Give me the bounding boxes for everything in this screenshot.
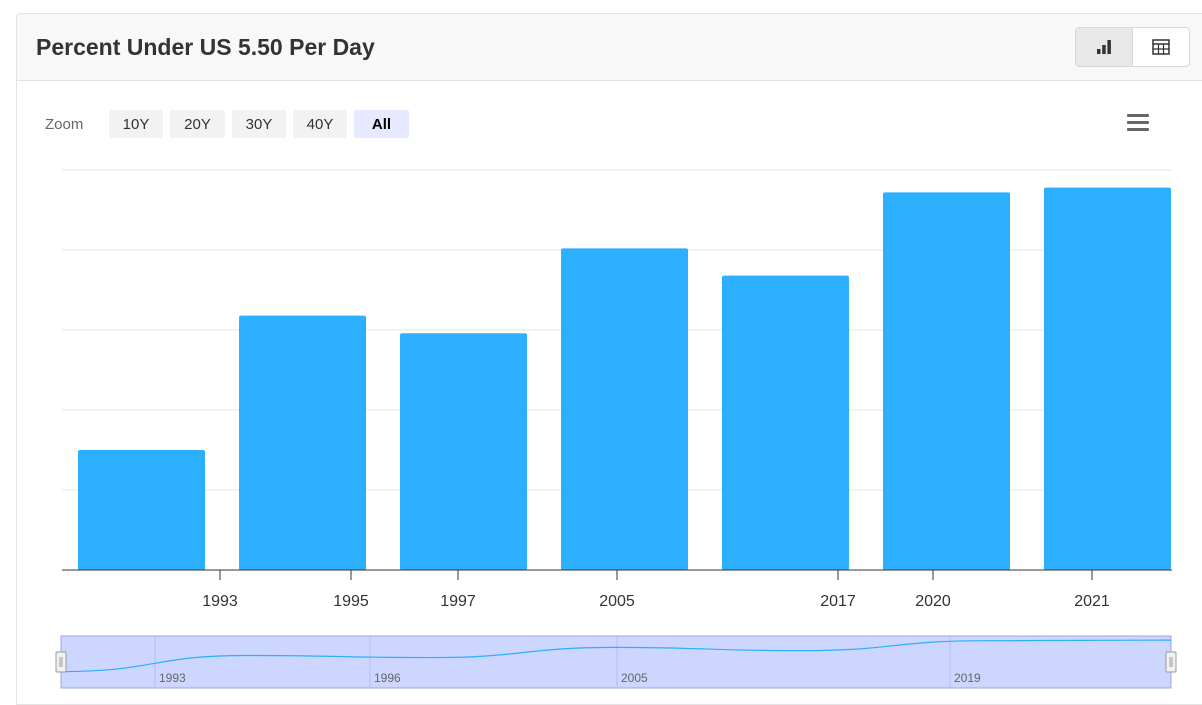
x-tick-label: 1995 bbox=[333, 593, 369, 610]
view-toggle bbox=[1075, 27, 1190, 67]
card-header: Percent Under US 5.50 Per Day bbox=[17, 14, 1202, 81]
navigator-tick-label: 1993 bbox=[159, 671, 186, 685]
table-view-button[interactable] bbox=[1133, 28, 1190, 66]
zoom-all-button[interactable]: All bbox=[354, 110, 409, 138]
zoom-label: Zoom bbox=[45, 116, 84, 133]
x-tick-label: 1993 bbox=[202, 593, 238, 610]
navigator-series-line bbox=[60, 639, 1172, 673]
navigator-tick-label: 1996 bbox=[374, 671, 401, 685]
chart-view-button[interactable] bbox=[1076, 28, 1133, 66]
x-tick-label: 2005 bbox=[599, 593, 635, 610]
table-icon bbox=[1152, 39, 1170, 55]
zoom-30y-button[interactable]: 30Y bbox=[232, 110, 286, 138]
bar-1993[interactable] bbox=[78, 450, 205, 570]
x-tick-label: 1997 bbox=[440, 593, 476, 610]
zoom-10y-button[interactable]: 10Y bbox=[109, 110, 163, 138]
x-tick-label: 2021 bbox=[1074, 593, 1110, 610]
navigator-tick-label: 2019 bbox=[954, 671, 981, 685]
zoom-20y-button[interactable]: 20Y bbox=[170, 110, 225, 138]
bar-chart-icon bbox=[1096, 40, 1111, 54]
x-tick-label: 2017 bbox=[820, 593, 856, 610]
navigator-right-handle[interactable] bbox=[1165, 651, 1177, 673]
navigator-tick-label: 2005 bbox=[621, 671, 648, 685]
bar-1995[interactable] bbox=[239, 315, 366, 570]
bar-2005[interactable] bbox=[561, 248, 688, 570]
bar-1997[interactable] bbox=[400, 333, 527, 570]
chart-title: Percent Under US 5.50 Per Day bbox=[36, 34, 375, 60]
hamburger-menu-icon[interactable] bbox=[1127, 114, 1149, 132]
x-tick-label: 2020 bbox=[915, 593, 951, 610]
bar-2021[interactable] bbox=[1044, 187, 1171, 570]
navigator-window[interactable] bbox=[60, 635, 1172, 689]
zoom-40y-button[interactable]: 40Y bbox=[293, 110, 347, 138]
bar-2017[interactable] bbox=[722, 275, 849, 570]
bar-2020[interactable] bbox=[883, 192, 1010, 570]
navigator-left-handle[interactable] bbox=[55, 651, 67, 673]
